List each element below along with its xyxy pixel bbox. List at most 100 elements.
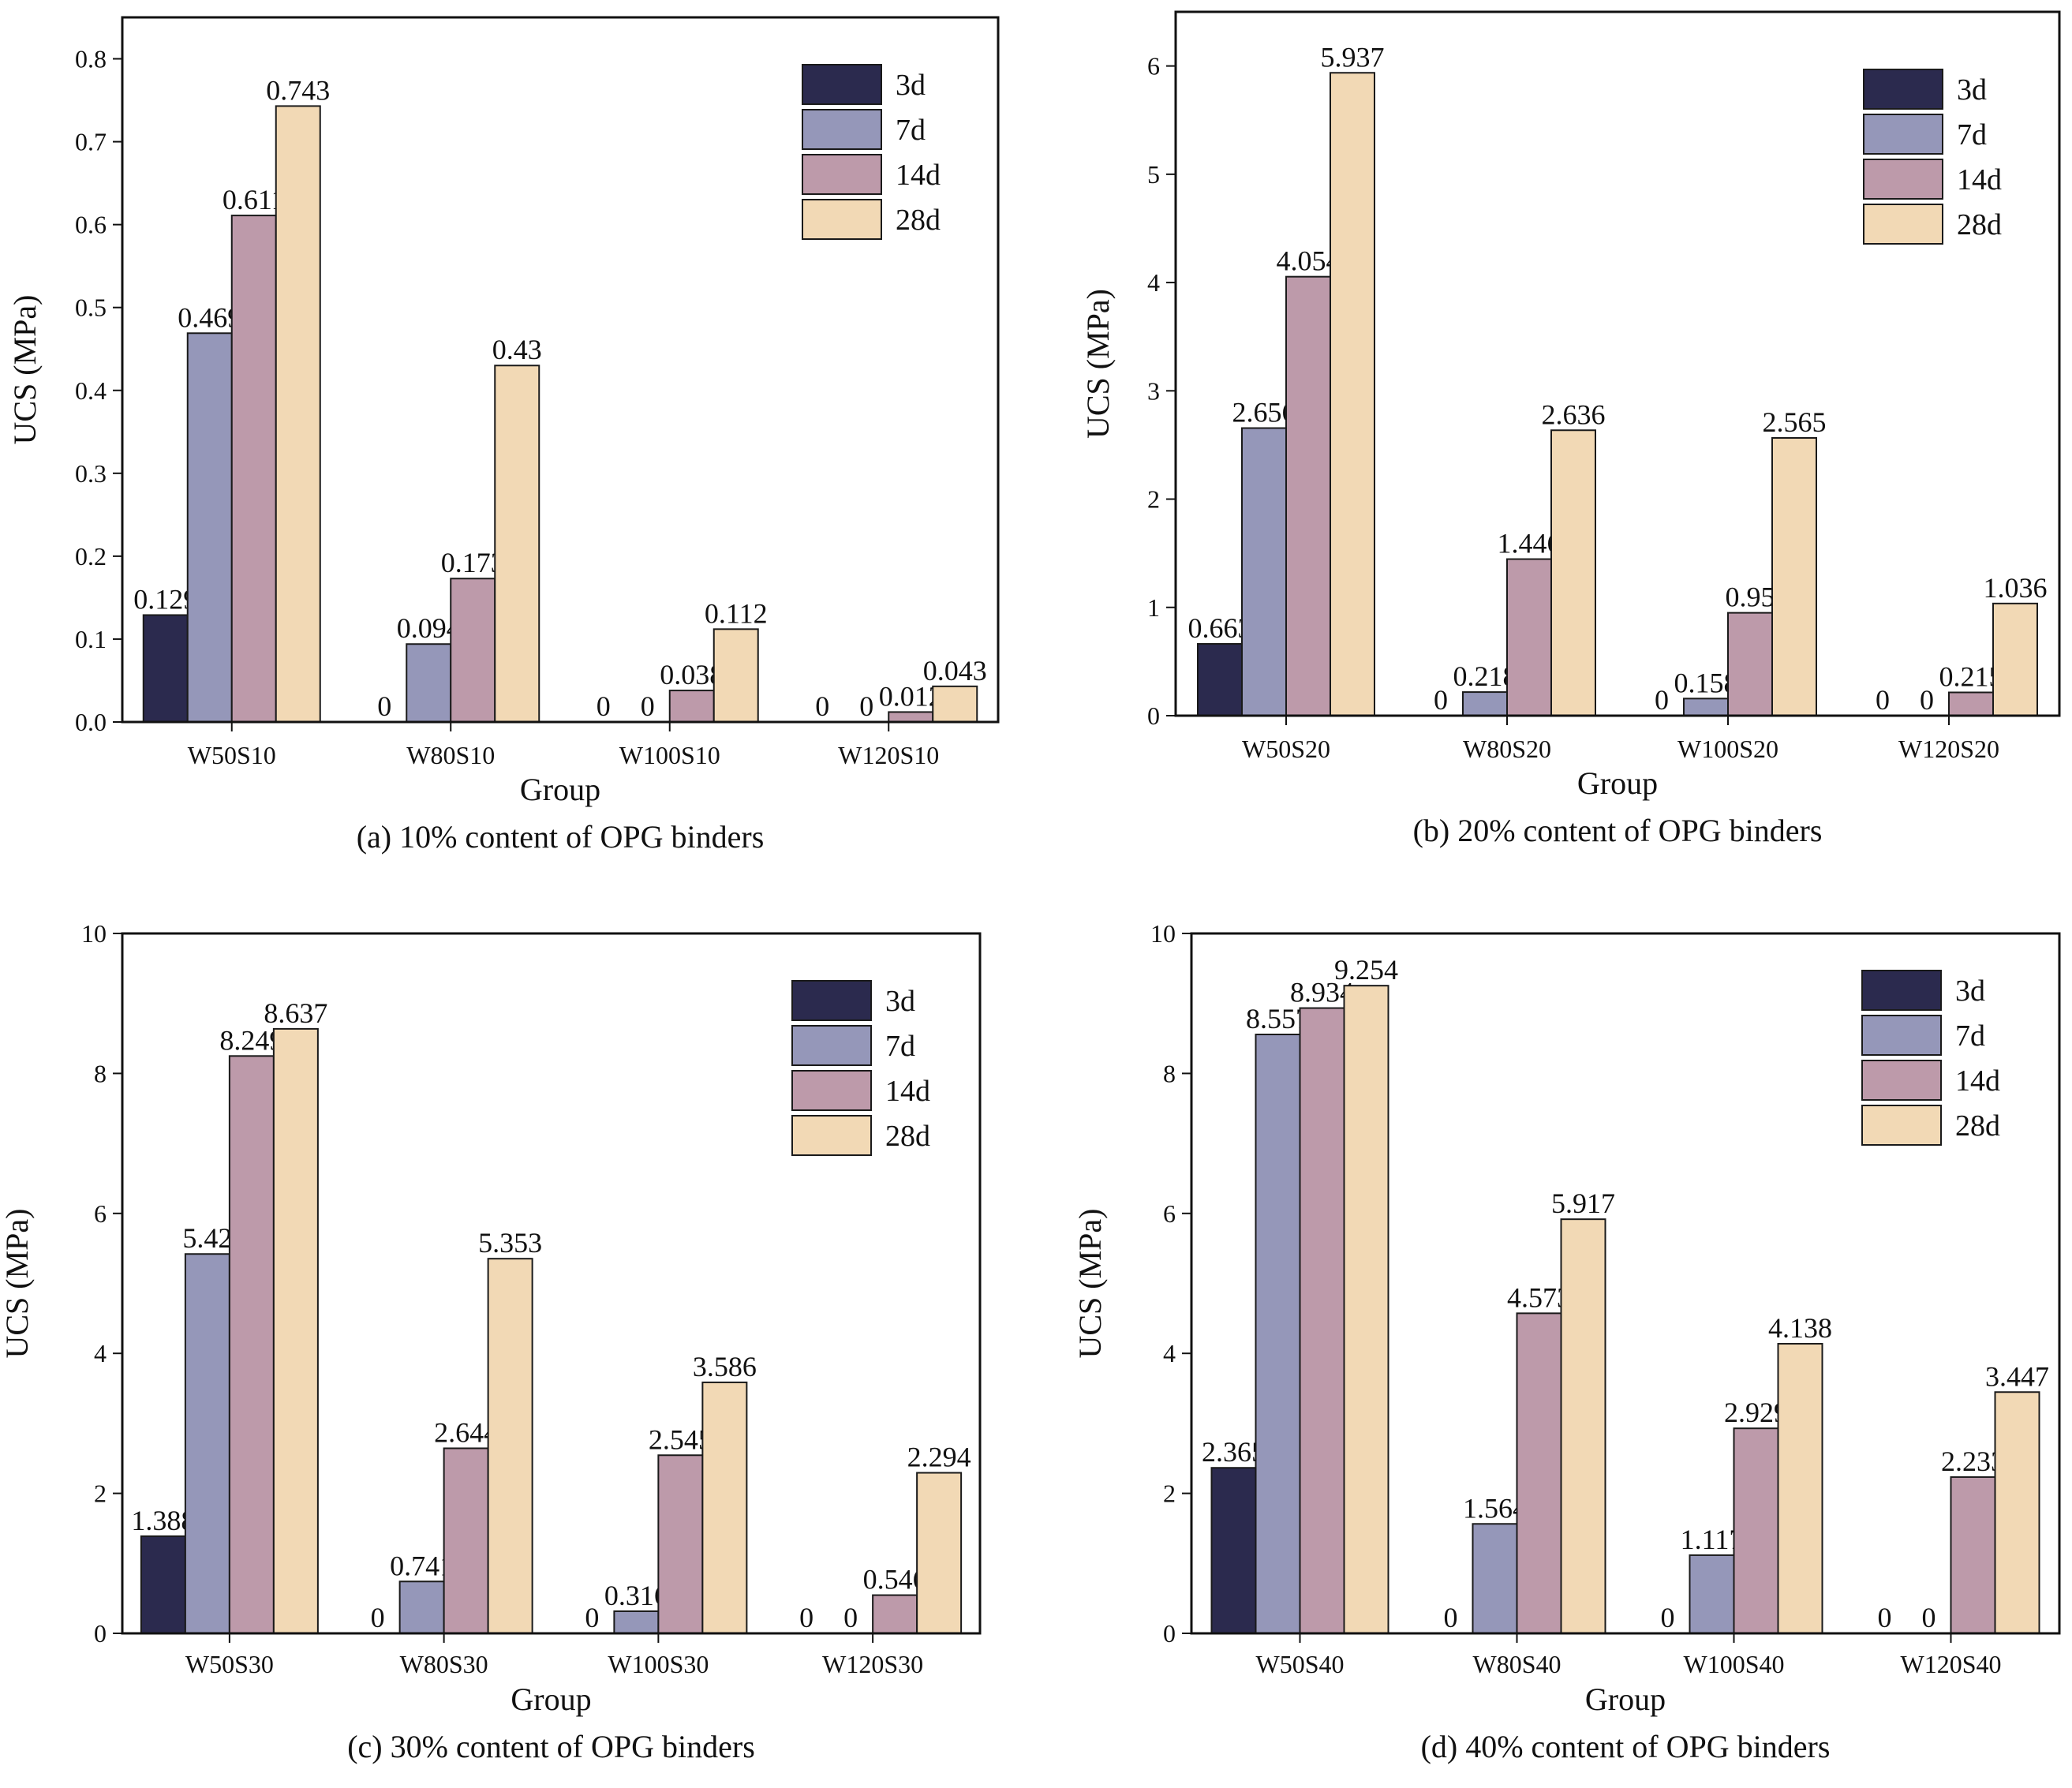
- data-label-W120S30-3d: 0: [799, 1602, 813, 1633]
- bar-W80S30-28d: [487, 1258, 533, 1634]
- y-tick-label-3: 6: [1163, 1199, 1176, 1228]
- bar-W120S30-14d: [872, 1594, 918, 1635]
- data-label-W120S20-28d: 1.036: [1984, 572, 2048, 604]
- x-tick-label-W120S10: W120S10: [838, 741, 939, 769]
- x-axis-label: Group: [1577, 765, 1658, 801]
- bar-W120S20-28d: [1992, 602, 2038, 716]
- bar-W50S30-7d: [184, 1253, 230, 1634]
- data-label-W50S10-28d: 0.743: [266, 74, 330, 106]
- legend-swatch-3d: [791, 980, 872, 1021]
- data-label-W50S40-28d: 9.254: [1334, 954, 1398, 986]
- data-label-W100S30-3d: 0: [585, 1602, 599, 1633]
- chart-panel-1: 0.1290.4690.6110.743W50S1000.0940.1730.4…: [7, 16, 1000, 855]
- y-axis-label: UCS (MPa): [1072, 1208, 1108, 1358]
- legend-label-3d: 3d: [1955, 974, 1985, 1008]
- data-label-W120S10-28d: 0.043: [923, 655, 987, 686]
- bar-W100S30-28d: [701, 1381, 748, 1634]
- data-label-W120S10-7d: 0: [859, 690, 873, 722]
- x-axis-label: Group: [1585, 1681, 1666, 1717]
- bar-W50S20-3d: [1197, 643, 1243, 716]
- bar-W50S30-28d: [272, 1027, 319, 1634]
- y-tick-label-1: 1: [1147, 593, 1160, 622]
- bar-W100S10-14d: [668, 690, 715, 723]
- x-axis-label: Group: [520, 772, 600, 807]
- data-label-W120S30-28d: 2.294: [907, 1442, 971, 1473]
- data-label-W120S30-7d: 0: [843, 1602, 858, 1633]
- panel-caption: (a) 10% content of OPG binders: [357, 819, 765, 855]
- chart-panel-4: 2.3658.5578.9349.254W50S4001.5644.5735.9…: [1072, 919, 2061, 1764]
- bar-W120S40-14d: [1950, 1476, 1996, 1634]
- y-tick-label-1: 0.1: [75, 625, 107, 653]
- y-tick-label-0: 0: [1147, 701, 1160, 730]
- data-label-W80S40-28d: 5.917: [1551, 1188, 1615, 1219]
- x-tick-label-W120S20: W120S20: [1898, 735, 1999, 763]
- bar-W80S30-7d: [398, 1580, 445, 1635]
- data-label-W100S10-3d: 0: [597, 690, 611, 722]
- bar-W100S10-28d: [712, 628, 759, 723]
- y-tick-label-2: 0.2: [75, 542, 107, 570]
- panel-caption: (c) 30% content of OPG binders: [347, 1729, 755, 1764]
- bar-W80S30-14d: [443, 1447, 489, 1634]
- data-label-W120S20-3d: 0: [1876, 684, 1890, 716]
- legend-swatch-7d: [791, 1025, 872, 1066]
- panel-caption: (b) 20% content of OPG binders: [1413, 813, 1823, 848]
- bar-W120S10-14d: [888, 711, 934, 724]
- x-tick-label-W80S20: W80S20: [1463, 735, 1551, 763]
- legend-swatch-3d: [1861, 970, 1942, 1011]
- legend-swatch-3d: [1863, 69, 1943, 110]
- bar-W50S30-14d: [228, 1055, 275, 1634]
- plot-frame: [1174, 10, 2061, 717]
- y-axis-label: UCS (MPa): [0, 1208, 35, 1358]
- bar-W120S30-28d: [916, 1472, 963, 1635]
- bar-W50S40-7d: [1255, 1033, 1301, 1635]
- bar-W100S20-28d: [1771, 437, 1817, 716]
- x-tick-label-W80S30: W80S30: [400, 1650, 488, 1678]
- y-tick-label-2: 4: [94, 1339, 107, 1367]
- legend-swatch-28d: [1861, 1105, 1942, 1146]
- x-tick-label-W100S30: W100S30: [608, 1650, 709, 1678]
- data-label-W50S20-28d: 5.937: [1321, 41, 1385, 73]
- data-label-W100S40-3d: 0: [1661, 1602, 1675, 1633]
- data-label-W120S40-3d: 0: [1878, 1602, 1892, 1633]
- legend-swatch-7d: [802, 109, 882, 150]
- data-label-W120S10-3d: 0: [815, 690, 829, 722]
- bar-W120S20-14d: [1948, 691, 1994, 716]
- y-tick-label-1: 2: [1163, 1479, 1176, 1508]
- bar-W80S20-28d: [1550, 429, 1596, 716]
- y-tick-label-5: 0.5: [75, 294, 107, 322]
- data-label-W100S40-7d: 1.117: [1681, 1524, 1744, 1555]
- legend-swatch-28d: [802, 199, 882, 240]
- plot-frame: [1190, 932, 2061, 1635]
- legend-swatch-14d: [1863, 159, 1943, 200]
- data-label-W100S20-3d: 0: [1655, 684, 1669, 716]
- bar-W50S20-14d: [1285, 275, 1331, 717]
- y-tick-label-3: 6: [94, 1199, 107, 1228]
- bar-W80S20-7d: [1462, 691, 1508, 716]
- data-label-W120S40-28d: 3.447: [1985, 1360, 2049, 1392]
- data-label-W50S30-7d: 5.42: [182, 1222, 232, 1254]
- x-tick-label-W100S20: W100S20: [1677, 735, 1778, 763]
- legend-swatch-3d: [802, 64, 882, 105]
- bar-W50S40-28d: [1343, 985, 1389, 1634]
- x-tick-label-W100S40: W100S40: [1684, 1650, 1785, 1678]
- legend-label-28d: 28d: [885, 1120, 930, 1153]
- legend: 3d 7d 14d 28d: [802, 64, 941, 240]
- bar-W50S30-3d: [140, 1535, 186, 1634]
- bar-W80S40-28d: [1560, 1218, 1606, 1634]
- plot-frame: [121, 16, 1000, 724]
- legend-swatch-14d: [802, 154, 882, 195]
- bar-W100S20-14d: [1727, 612, 1773, 717]
- bar-W50S20-7d: [1241, 427, 1287, 716]
- bar-W50S40-14d: [1299, 1007, 1345, 1634]
- data-label-W50S10-14d: 0.611: [223, 184, 286, 215]
- y-tick-label-5: 5: [1147, 160, 1160, 189]
- data-label-W80S10-3d: 0: [377, 690, 391, 722]
- legend-label-3d: 3d: [885, 985, 915, 1018]
- y-tick-label-3: 0.3: [75, 459, 107, 488]
- data-label-W80S10-28d: 0.43: [492, 334, 542, 365]
- bar-W80S10-7d: [406, 643, 452, 723]
- data-label-W80S30-28d: 5.353: [478, 1227, 542, 1259]
- bar-W50S20-28d: [1330, 72, 1375, 716]
- x-tick-label-W80S40: W80S40: [1473, 1650, 1561, 1678]
